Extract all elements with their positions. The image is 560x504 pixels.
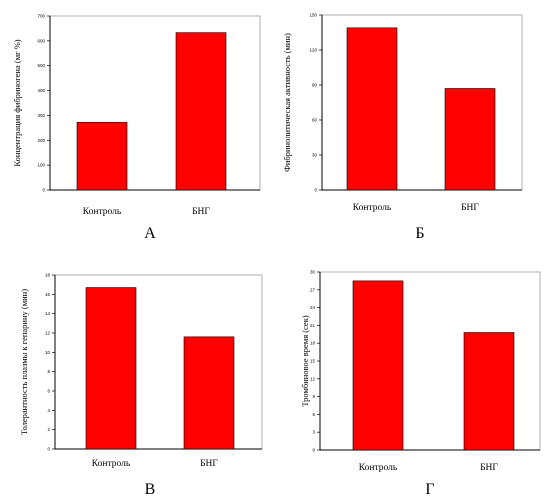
bar-control [76, 122, 128, 191]
y-tick-label: 600 [37, 38, 45, 43]
bar-bng [463, 332, 515, 451]
y-tick-label: 200 [37, 138, 45, 143]
y-axis-title: Тромбиновое время (сек) [300, 315, 310, 407]
y-tick-label: 120 [309, 48, 317, 53]
panel-label: Г [425, 481, 434, 498]
y-tick-label: 700 [37, 14, 45, 19]
y-tick-label: 150 [309, 13, 317, 18]
category-label: Контроль [92, 459, 131, 469]
y-tick-label: 500 [37, 63, 45, 68]
category-label: БНГ [192, 207, 210, 217]
y-tick-label: 18 [310, 341, 316, 346]
chart-panel-3: 0 2 4 6 8 10 12 14 16 18 Контроль БНГ Толерантность … [19, 273, 263, 498]
y-tick-label: 8 [47, 369, 50, 374]
y-tick-label: 6 [312, 412, 315, 417]
y-tick-label: 0 [42, 188, 45, 193]
y-tick-label: 30 [312, 153, 318, 158]
category-label: БНГ [480, 463, 498, 473]
bar-bng [444, 88, 496, 191]
y-tick-label: 10 [45, 350, 51, 355]
panel-label: В [145, 481, 156, 498]
y-tick-label: 27 [310, 287, 316, 292]
y-tick-label: 24 [310, 305, 316, 310]
panel-label: А [144, 225, 156, 242]
y-tick-label: 15 [310, 359, 316, 364]
y-tick-label: 30 [310, 270, 316, 275]
y-tick-label: 18 [45, 273, 51, 278]
y-axis-title: Концентрация фибриногена (мг %) [12, 39, 22, 166]
category-label: Контроль [359, 463, 398, 473]
y-tick-label: 12 [310, 376, 316, 381]
bar-bng [183, 336, 235, 450]
panel-label: Б [415, 225, 424, 242]
y-tick-label: 2 [47, 427, 50, 432]
bar-control [85, 287, 137, 450]
y-tick-label: 0 [314, 188, 317, 193]
bar-bng [175, 32, 227, 191]
bar-control [352, 280, 404, 451]
category-label: БНГ [461, 203, 479, 213]
y-tick-label: 4 [47, 408, 50, 413]
y-tick-label: 14 [45, 311, 51, 316]
y-tick-label: 0 [47, 447, 50, 452]
category-label: Контроль [83, 207, 122, 217]
category-label: Контроль [353, 203, 392, 213]
chart-panel-4: 0 3 6 9 12 15 18 21 24 27 30 Контроль БНГ Тромбиновое… [300, 270, 541, 498]
bar-control [346, 27, 398, 191]
y-tick-label: 400 [37, 88, 45, 93]
y-tick-label: 300 [37, 113, 45, 118]
y-tick-label: 90 [312, 83, 318, 88]
y-tick-label: 100 [37, 163, 45, 168]
y-tick-label: 60 [312, 118, 318, 123]
chart-panel-2: 0 30 60 90 120 150 Контроль БНГ Фибринолитическа… [282, 13, 523, 242]
y-tick-label: 9 [312, 394, 315, 399]
y-tick-label: 12 [45, 331, 51, 336]
y-tick-label: 3 [312, 430, 315, 435]
chart-panel-1: 0 100 200 300 400 500 600 700 Контроль БНГ Концент… [12, 14, 261, 242]
y-tick-label: 0 [312, 448, 315, 453]
y-axis-title: Толерантность плазмы к гепарину (мин) [19, 289, 29, 435]
y-axis-title: Фибринолитическая активность (мин) [282, 33, 292, 172]
y-tick-label: 16 [45, 292, 51, 297]
y-tick-label: 6 [47, 389, 50, 394]
category-label: БНГ [200, 459, 218, 469]
y-tick-label: 21 [310, 323, 316, 328]
